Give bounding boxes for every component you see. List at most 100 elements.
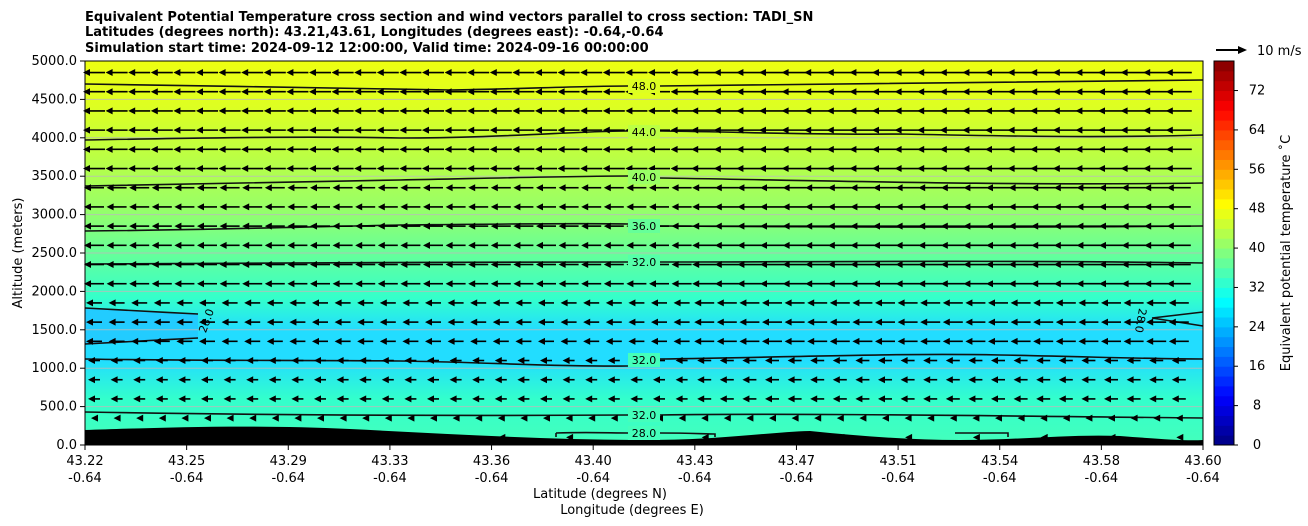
wind-vector-head — [918, 222, 926, 230]
wind-vector-head — [746, 414, 754, 422]
wind-vector-head — [331, 165, 339, 173]
wind-vector-head — [760, 184, 767, 192]
wind-vector-head — [762, 299, 769, 307]
wind-vector-head — [827, 203, 835, 211]
wind-vector-head — [782, 222, 790, 230]
wind-vector-head — [965, 337, 973, 345]
wind-vector-head — [513, 280, 521, 288]
wind-vector-head — [176, 337, 184, 345]
wind-vector-head — [1075, 88, 1083, 96]
wind-vector-head — [962, 165, 970, 173]
wind-vector-head — [110, 357, 118, 365]
colorbar-segment — [1214, 257, 1234, 269]
wind-vector-head — [332, 203, 340, 211]
wind-vector-head — [897, 318, 905, 326]
wind-vector-head — [988, 337, 995, 345]
wind-vector-head — [855, 376, 863, 384]
wind-vector-head — [1098, 145, 1105, 153]
wind-vector-head — [1052, 126, 1060, 134]
wind-vector-head — [133, 395, 141, 403]
wind-vector-head — [781, 69, 789, 77]
colorbar-tick-label: 64 — [1249, 123, 1266, 138]
wind-vector-head — [1031, 241, 1039, 249]
wind-vector-head — [376, 88, 384, 96]
wind-vector-head — [445, 261, 453, 269]
wind-vector-head — [942, 337, 950, 345]
wind-vector-head — [266, 299, 274, 307]
wind-vector-head — [1036, 357, 1044, 365]
svg-text:32.0: 32.0 — [632, 256, 657, 269]
wind-vector-head — [377, 184, 385, 192]
wind-vector-head — [1052, 145, 1060, 153]
wind-vector-head — [174, 261, 182, 269]
wind-vector-head — [355, 261, 363, 269]
wind-vector-head — [105, 107, 113, 115]
wind-vector-head — [153, 318, 161, 326]
wind-vector-head — [264, 203, 272, 211]
wind-vector-head — [407, 414, 415, 422]
wind-vector-head — [626, 184, 634, 192]
wind-vector-head — [470, 299, 478, 307]
wind-vector-head — [1030, 145, 1038, 153]
wind-vector-head — [986, 184, 993, 192]
wind-vector-head — [490, 203, 498, 211]
wind-vector-head — [1008, 280, 1016, 288]
colorbar-segment — [1214, 415, 1234, 426]
wind-vector-head — [196, 165, 203, 173]
wind-vector-head — [83, 107, 90, 115]
wind-vector-head — [1033, 337, 1041, 345]
wind-vector-head — [580, 107, 588, 115]
wind-vector-head — [84, 261, 91, 269]
wind-vector-head — [829, 337, 837, 345]
wind-vector-head — [513, 203, 521, 211]
wind-vector-head — [562, 357, 570, 365]
wind-vector-head — [651, 299, 658, 307]
wind-vector-head — [585, 376, 593, 384]
wind-vector-head — [400, 184, 408, 192]
wind-vector-head — [106, 222, 114, 230]
wind-vector-head — [264, 241, 272, 249]
x-tick-label-lat: 43.29 — [270, 454, 307, 469]
wind-vector-head — [242, 241, 250, 249]
colorbar-segment — [1214, 139, 1234, 151]
wind-vector-head — [737, 261, 745, 269]
wind-vector-head — [468, 280, 476, 288]
colorbar-segment — [1214, 287, 1234, 298]
wind-vector-head — [675, 357, 683, 365]
wind-vector-head — [1149, 357, 1157, 365]
wind-vector-head — [692, 241, 700, 249]
wind-vector-head — [894, 107, 902, 115]
wind-vector-head — [917, 88, 925, 96]
wind-vector-head — [988, 299, 995, 307]
wind-vector-head — [810, 395, 818, 403]
wind-vector-head — [106, 261, 114, 269]
wind-vector-head — [1058, 357, 1066, 365]
wind-vector-head — [513, 184, 521, 192]
wind-vector-head — [490, 261, 498, 269]
colorbar-segment — [1214, 248, 1234, 259]
svg-text:32.0: 32.0 — [632, 354, 657, 367]
x-tick-label-lon: -0.64 — [881, 471, 915, 486]
wind-vector-head — [782, 241, 790, 249]
x-tick-label-lat: 43.58 — [1083, 454, 1120, 469]
wind-vector-head — [218, 88, 226, 96]
wind-vector-head — [422, 165, 429, 173]
contour-label: 40.0 — [628, 170, 660, 184]
wind-vector-head — [872, 69, 879, 77]
contour-label: 28.0 — [1132, 307, 1149, 333]
wind-vector-head — [1143, 126, 1151, 134]
wind-vector-head — [1007, 107, 1015, 115]
wind-vector-head — [538, 337, 545, 345]
wind-vector-head — [376, 126, 384, 134]
wind-vector-head — [467, 88, 475, 96]
wind-vector-head — [309, 107, 316, 115]
colorbar-segment — [1214, 317, 1234, 328]
wind-vector-head — [512, 165, 520, 173]
x-tick-label-lon: -0.64 — [780, 471, 814, 486]
wind-vector-head — [1033, 318, 1041, 326]
wind-vector-head — [83, 126, 90, 134]
wind-vector-head — [1010, 318, 1018, 326]
wind-vector-head — [850, 241, 858, 249]
wind-vector-head — [1121, 241, 1129, 249]
wind-vector-head — [494, 357, 502, 365]
